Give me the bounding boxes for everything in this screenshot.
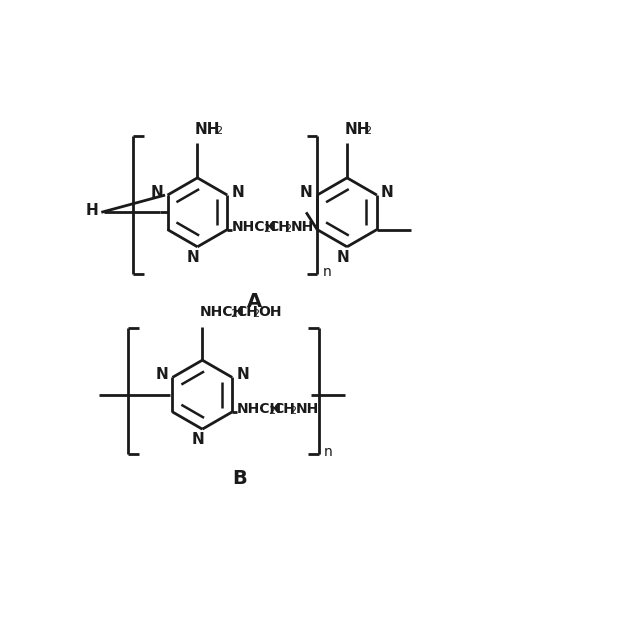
- Text: NHCH: NHCH: [232, 220, 277, 234]
- Text: OH: OH: [258, 305, 282, 319]
- Text: 2: 2: [268, 406, 275, 416]
- Text: N: N: [381, 185, 394, 200]
- Text: H: H: [86, 204, 99, 218]
- Text: CH: CH: [274, 403, 296, 417]
- Text: 2: 2: [364, 127, 371, 136]
- Text: N: N: [236, 367, 249, 383]
- Text: NHCH: NHCH: [237, 403, 282, 417]
- Text: A: A: [246, 292, 262, 310]
- Text: N: N: [192, 433, 205, 447]
- Text: 2: 2: [289, 406, 296, 416]
- Text: 2: 2: [230, 308, 237, 319]
- Text: N: N: [300, 185, 313, 200]
- Text: N: N: [337, 250, 349, 265]
- Text: n: n: [324, 445, 333, 460]
- Text: NH: NH: [344, 122, 370, 137]
- Text: 2: 2: [214, 127, 222, 136]
- Text: NH: NH: [291, 220, 314, 234]
- Text: 2: 2: [252, 308, 259, 319]
- Text: B: B: [232, 469, 246, 488]
- Text: n: n: [323, 266, 331, 280]
- Text: N: N: [156, 367, 168, 383]
- Text: N: N: [231, 185, 244, 200]
- Text: NH: NH: [195, 122, 220, 137]
- Text: 2: 2: [263, 223, 270, 234]
- Text: N: N: [150, 185, 163, 200]
- Text: CH: CH: [269, 220, 291, 234]
- Text: NHCH: NHCH: [200, 305, 245, 319]
- Text: NH: NH: [295, 403, 319, 417]
- Text: N: N: [187, 250, 200, 265]
- Text: CH: CH: [236, 305, 258, 319]
- Text: 2: 2: [284, 223, 292, 234]
